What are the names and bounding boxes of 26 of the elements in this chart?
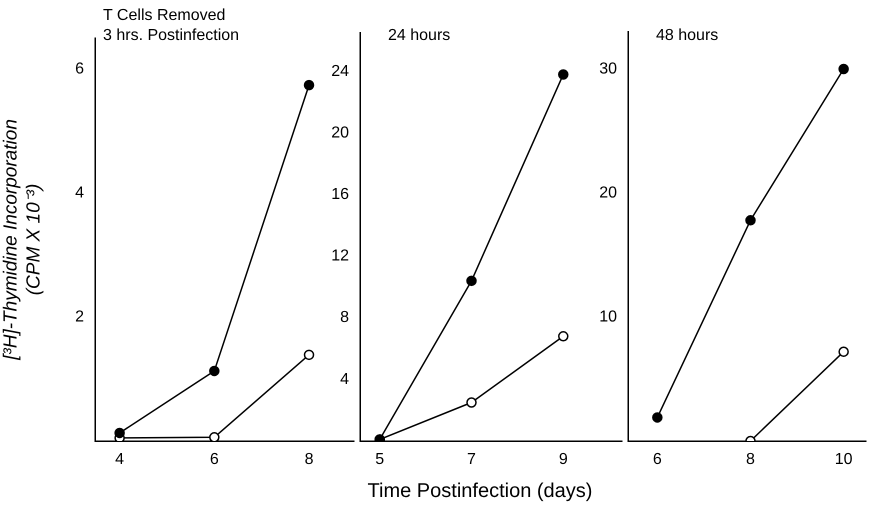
x-tick-label: 10 (834, 451, 853, 468)
y-tick-label: 4 (340, 370, 350, 388)
y-tick-label: 30 (599, 60, 618, 78)
x-axis-title: Time Postinfection (days) (366, 480, 594, 503)
x-tick-label: 4 (115, 451, 124, 468)
chart-title: 24 hours (388, 27, 450, 44)
y-tick-label: 4 (75, 184, 84, 202)
y-tick-label: 12 (331, 248, 350, 265)
y-tick-label: 20 (331, 124, 350, 142)
y-tick-label: 10 (599, 308, 618, 326)
chart-title: 48 hours (656, 27, 718, 44)
chart-title: T Cells Removed 3 hrs. Postinfection (103, 7, 240, 44)
y-tick-label: 24 (331, 62, 350, 80)
x-tick-label: 9 (558, 451, 568, 468)
y-tick-label: 16 (331, 186, 350, 204)
x-tick-label: 6 (210, 451, 219, 468)
y-tick-label: 6 (75, 60, 84, 78)
x-tick-label: 6 (652, 451, 662, 468)
x-tick-label: 5 (375, 451, 384, 468)
x-tick-label: 8 (304, 451, 314, 468)
x-tick-label: 7 (467, 451, 476, 468)
x-tick-label: 8 (746, 451, 756, 468)
y-tick-label: 8 (340, 309, 350, 326)
y-axis-title: [³H]-Thymidine Incorporation (CPM X 10⁻³) (0, 119, 44, 361)
y-tick-label: 20 (599, 184, 618, 202)
y-tick-label: 2 (75, 308, 84, 326)
